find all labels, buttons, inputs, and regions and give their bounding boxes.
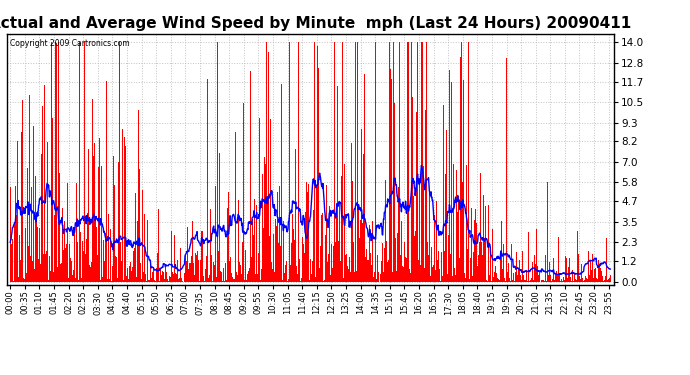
Title: Actual and Average Wind Speed by Minute  mph (Last 24 Hours) 20090411: Actual and Average Wind Speed by Minute …: [0, 16, 631, 31]
Text: Copyright 2009 Cartronics.com: Copyright 2009 Cartronics.com: [10, 39, 130, 48]
